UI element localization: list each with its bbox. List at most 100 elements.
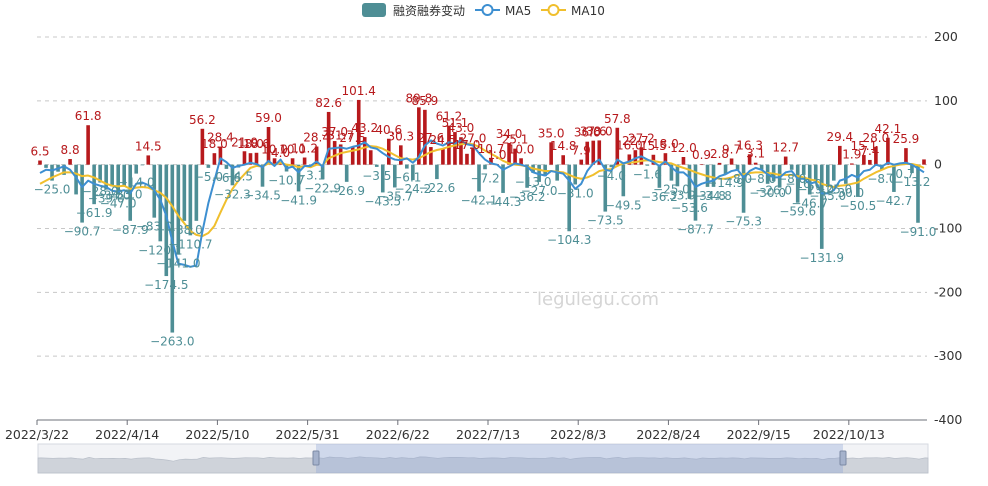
data-label: −31.0 — [557, 186, 594, 200]
slider-data-shadow — [37, 456, 929, 474]
legend[interactable]: 融资融券变动 MA5 MA10 — [362, 3, 605, 18]
data-label: 10.0 — [261, 142, 288, 156]
bar — [393, 164, 397, 188]
y-axis: 200 100 0 -100 -200 -300 -400 — [934, 29, 962, 427]
data-label: 10.0 — [508, 142, 535, 156]
data-label: −174.5 — [144, 278, 188, 292]
ma5-line — [39, 139, 925, 268]
bar — [567, 164, 571, 232]
data-label: −75.3 — [725, 215, 762, 229]
x-tick-label: 2022/9/15 — [727, 427, 791, 442]
bar — [838, 145, 842, 165]
ma-lines — [39, 139, 925, 268]
x-tick-label: 2022/8/3 — [550, 427, 606, 442]
bar — [910, 164, 914, 174]
bar — [717, 162, 722, 165]
bar — [380, 164, 385, 193]
data-label: 6.5 — [30, 145, 49, 159]
data-label: −32.3 — [214, 187, 251, 201]
bar — [856, 164, 860, 197]
x-tick-label: 2022/5/31 — [276, 427, 340, 442]
bar — [735, 164, 740, 170]
data-label: 29.4 — [826, 130, 853, 144]
data-label: 37.0 — [321, 125, 348, 139]
bar — [579, 159, 584, 165]
bar — [176, 164, 181, 255]
bar — [904, 148, 908, 165]
slider-handle-right[interactable] — [839, 450, 847, 466]
data-label: −50.5 — [839, 199, 876, 213]
y-tick-label: -300 — [934, 348, 962, 363]
data-label: 27.0 — [460, 131, 487, 145]
data-label: 82.6 — [315, 96, 342, 110]
bar — [501, 164, 505, 193]
data-label: −131.9 — [800, 251, 844, 265]
bar — [296, 164, 301, 192]
legend-bar-label: 融资融券变动 — [393, 3, 465, 18]
data-label: −13.0 — [515, 175, 552, 189]
bar — [591, 140, 596, 165]
slider-handle-left[interactable] — [312, 450, 320, 466]
bar — [68, 159, 72, 165]
legend-ma5-label: MA5 — [505, 4, 531, 18]
data-label: 27.5 — [339, 131, 366, 145]
data-label: −263.0 — [150, 335, 194, 349]
data-label: 7.4 — [860, 144, 879, 158]
bar — [302, 157, 307, 165]
slider-selection[interactable] — [316, 444, 843, 473]
bar — [242, 151, 247, 165]
data-label: −73.5 — [587, 214, 624, 228]
bar — [465, 153, 469, 165]
data-label: 17.0 — [454, 138, 481, 152]
bar — [525, 164, 529, 188]
data-label: −14.9 — [707, 176, 744, 190]
bar — [711, 164, 716, 187]
bar — [753, 162, 758, 165]
data-label: 28.4 — [207, 131, 234, 145]
bar — [405, 164, 409, 169]
data-label: 85.9 — [412, 94, 439, 108]
bar — [368, 150, 373, 165]
bar — [609, 164, 614, 168]
bar — [423, 109, 427, 165]
data-label: 30.3 — [387, 129, 414, 143]
bar — [585, 141, 590, 165]
data-label: −30.0 — [827, 186, 864, 200]
bar — [693, 164, 698, 221]
data-label: −8.0 — [777, 172, 806, 186]
data-label: 40.6 — [375, 123, 402, 137]
y-tick-label: 200 — [934, 29, 958, 44]
bar — [44, 164, 48, 168]
bar — [429, 147, 433, 165]
data-label: −35.7 — [376, 189, 413, 203]
data-label: −44.3 — [485, 195, 522, 209]
data-label: −46.7 — [791, 196, 828, 210]
data-label: −34.8 — [695, 189, 732, 203]
watermark: legulegu.com — [537, 289, 659, 310]
bar — [747, 154, 752, 165]
data-label: 28.4 — [303, 131, 330, 145]
x-tick-label: 2022/3/22 — [5, 427, 69, 442]
x-tick-label: 2022/8/24 — [636, 427, 700, 442]
bar — [158, 164, 163, 242]
bar — [699, 164, 704, 165]
data-label: −25.0 — [34, 183, 71, 197]
bar — [140, 164, 145, 166]
data-label: 7.9 — [572, 144, 591, 158]
data-label: −6.1 — [392, 171, 421, 185]
data-label: 24.5 — [430, 133, 457, 147]
bar — [411, 164, 415, 181]
data-label: −1.6 — [633, 168, 662, 182]
x-tick-label: 2022/10/13 — [813, 427, 885, 442]
data-label: −36.2 — [641, 190, 678, 204]
bar — [669, 164, 674, 181]
bar — [399, 145, 403, 165]
data-label: −83.0 — [136, 220, 173, 234]
zoom-slider[interactable] — [37, 443, 929, 474]
bar — [892, 164, 896, 192]
bar — [332, 141, 337, 165]
bar — [489, 157, 493, 165]
data-label: −104.3 — [547, 233, 591, 247]
data-label: −33.0 — [106, 188, 143, 202]
